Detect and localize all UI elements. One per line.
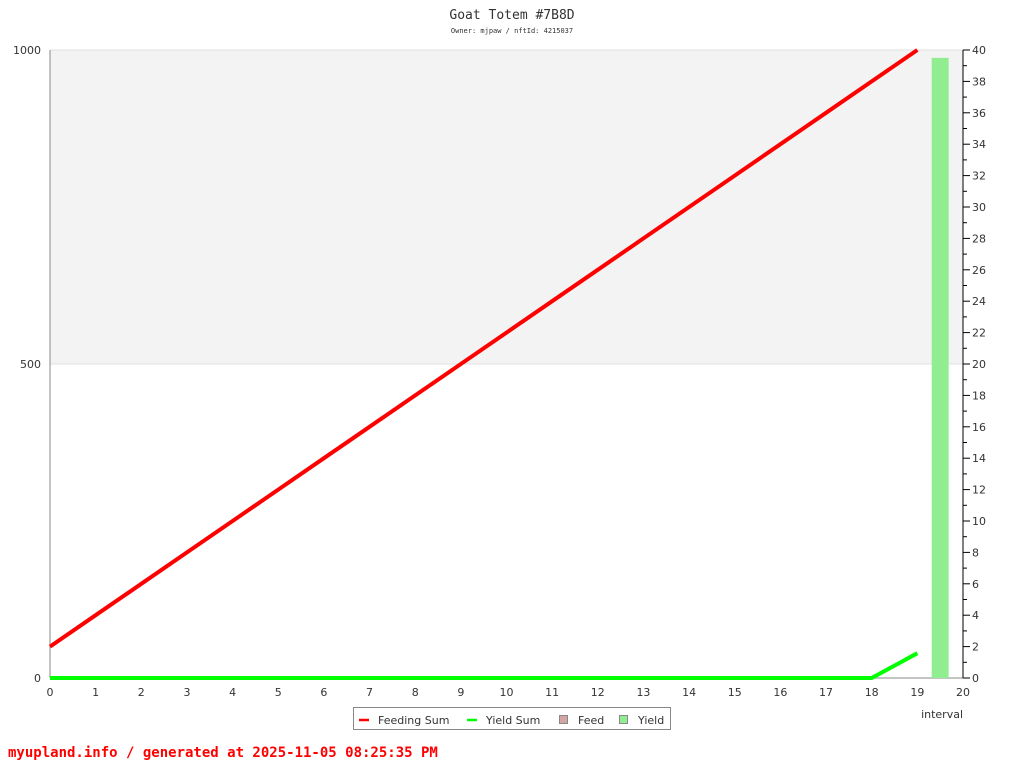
- y-right-tick-label: 0: [972, 672, 979, 685]
- bar-yield: [931, 57, 949, 679]
- x-axis-label: interval: [921, 708, 963, 721]
- y-right-tick-label: 18: [972, 389, 986, 402]
- legend-label-feeding-sum: Feeding Sum: [378, 714, 449, 727]
- x-tick-label: 18: [865, 686, 879, 699]
- y-right-tick-label: 26: [972, 264, 986, 277]
- x-tick-label: 12: [591, 686, 605, 699]
- x-tick-label: 3: [183, 686, 190, 699]
- x-tick-label: 5: [275, 686, 282, 699]
- y-right-tick-label: 6: [972, 578, 979, 591]
- legend-swatch-feed: [559, 715, 568, 724]
- y-left-tick-label: 0: [34, 672, 41, 685]
- line-yield-sum: [50, 651, 919, 680]
- legend: [353, 707, 671, 730]
- x-tick-label: 1: [92, 686, 99, 699]
- x-tick-label: 16: [773, 686, 787, 699]
- y-right-tick-label: 10: [972, 515, 986, 528]
- legend-label-yield: Yield: [637, 714, 664, 727]
- y-right-tick-label: 22: [972, 327, 986, 340]
- y-left-tick-label: 1000: [13, 44, 41, 57]
- plot-band: [50, 50, 963, 364]
- x-tick-label: 4: [229, 686, 236, 699]
- x-tick-label: 0: [47, 686, 54, 699]
- y-right-tick-label: 8: [972, 546, 979, 559]
- x-tick-label: 14: [682, 686, 696, 699]
- y-right-tick-label: 14: [972, 452, 986, 465]
- footer-text: myupland.info / generated at 2025-11-05 …: [8, 745, 438, 761]
- x-tick-label: 13: [636, 686, 650, 699]
- y-right-tick-label: 40: [972, 44, 986, 57]
- y-right-tick-label: 28: [972, 232, 986, 245]
- y-right-tick-label: 32: [972, 170, 986, 183]
- y-right-tick-label: 20: [972, 358, 986, 371]
- x-tick-label: 2: [138, 686, 145, 699]
- legend-label-yield-sum: Yield Sum: [485, 714, 540, 727]
- x-tick-label: 6: [320, 686, 327, 699]
- y-right-tick-label: 12: [972, 484, 986, 497]
- x-tick-label: 7: [366, 686, 373, 699]
- y-left-tick-label: 500: [20, 358, 41, 371]
- legend-label-feed: Feed: [578, 714, 604, 727]
- x-tick-label: 19: [910, 686, 924, 699]
- chart-subtitle: Owner: mjpaw / nftId: 4215037: [451, 27, 573, 35]
- x-tick-label: 20: [956, 686, 970, 699]
- line-feeding-sum: [48, 48, 919, 649]
- x-tick-label: 10: [500, 686, 514, 699]
- y-right-tick-label: 36: [972, 107, 986, 120]
- chart-title: Goat Totem #7B8D: [449, 8, 574, 23]
- y-right-tick-label: 2: [972, 641, 979, 654]
- y-right-tick-label: 16: [972, 421, 986, 434]
- x-tick-label: 8: [412, 686, 419, 699]
- y-right-tick-label: 30: [972, 201, 986, 214]
- y-right-tick-label: 4: [972, 609, 979, 622]
- x-tick-label: 15: [728, 686, 742, 699]
- x-tick-label: 17: [819, 686, 833, 699]
- y-right-tick-label: 24: [972, 295, 986, 308]
- y-right-tick-label: 34: [972, 138, 986, 151]
- x-tick-label: 11: [545, 686, 559, 699]
- x-tick-label: 9: [457, 686, 464, 699]
- y-right-tick-label: 38: [972, 75, 986, 88]
- chart: Goat Totem #7B8D Owner: mjpaw / nftId: 42…: [13, 8, 986, 730]
- legend-swatch-yield: [619, 715, 628, 724]
